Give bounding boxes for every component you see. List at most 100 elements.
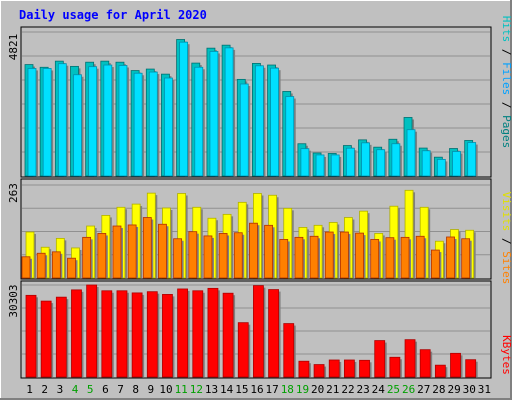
bar-files [300,148,311,177]
x-tick-label: 5 [87,383,94,396]
x-tick-label: 8 [132,383,139,396]
bar-kbytes [283,323,296,378]
x-tick-label: 18 [281,383,294,396]
bar-kbytes [434,364,448,378]
bar-files [345,147,357,177]
x-tick-label: 6 [102,383,109,396]
x-tick-label: 30 [463,383,476,396]
bar-files [57,63,69,177]
x-tick-label: 29 [447,383,460,396]
x-tick-label: 12 [190,383,203,396]
legend-kbytes: KBytes [500,335,512,375]
bar-kbytes [298,360,311,378]
bar-kbytes [313,364,327,378]
bar-files [436,159,448,177]
bar-sites [21,256,32,279]
bar-files [361,142,372,177]
x-tick-label: 1 [26,383,33,396]
y-tick-hits: 4821 [7,34,20,61]
chart-title: Daily usage for April 2020 [19,8,207,22]
bar-files [330,154,342,177]
legend-files: Files [500,62,512,95]
bar-sites [385,237,396,279]
bar-sites [127,224,139,279]
bar-files [421,150,433,177]
bar-sites [203,235,214,279]
bar-kbytes [404,339,418,378]
x-tick-label: 10 [159,383,172,396]
bar-files [164,77,175,177]
legend-hits: Hits [500,16,512,43]
bar-kbytes [177,288,190,378]
bar-sites [264,224,275,279]
bar-kbytes [253,285,266,378]
bar-kbytes [101,290,114,378]
bar-sites [309,235,321,279]
legend-sep-3: / [500,231,512,251]
bar-files [42,68,54,177]
bar-sites [36,252,48,279]
bar-sites [233,232,245,279]
x-tick-label: 28 [432,383,445,396]
bar-kbytes [162,294,175,378]
bar-files [452,151,463,177]
x-tick-label: 27 [417,383,430,396]
x-tick-label: 22 [341,383,354,396]
x-tick-label: 7 [117,383,124,396]
bar-kbytes [131,292,145,378]
bar-sites [446,236,457,279]
bar-files [133,72,145,177]
x-tick-label: 24 [372,383,386,396]
x-tick-label: 11 [175,383,188,396]
bar-files [27,68,38,177]
bar-files [467,142,478,177]
bar-sites [188,231,199,279]
bar-sites [173,238,184,279]
x-tick-label: 3 [57,383,64,396]
x-tick-label: 21 [326,383,339,396]
legend-sep-2: / [500,95,512,115]
bar-kbytes [389,356,402,378]
bar-kbytes [328,359,342,378]
bar-kbytes [40,300,54,378]
bar-files [391,143,402,177]
bar-files [406,129,418,177]
x-axis-labels: 1 2 3 4 5 6 7 8 9 10 11 12 13 14 15 16 17 18 19 20 21 22 23 24 2… [26,383,491,396]
legend-pages: Pages [500,115,512,148]
bar-kbytes [237,322,251,378]
bar-kbytes [146,291,160,378]
bar-sites [324,231,336,279]
bar-sites [400,236,412,279]
x-tick-label: 17 [266,383,279,396]
bar-files [73,74,84,177]
bar-files [209,51,220,177]
bar-files [103,64,114,177]
legend-sites-visits: Visits / Sites [500,192,512,285]
bar-files [224,47,236,177]
x-tick-label: 9 [148,383,155,396]
bar-files [270,67,281,177]
bar-sites [218,233,230,279]
bar-kbytes [450,352,463,378]
bar-sites [67,257,78,279]
bar-sites [142,217,154,279]
bar-files [239,83,251,177]
bar-kbytes [55,296,69,378]
x-tick-label: 15 [235,383,248,396]
bar-kbytes [71,289,84,378]
bar-kbytes [86,284,99,378]
bar-kbytes [116,290,129,378]
bar-kbytes [343,359,357,378]
bar-kbytes [419,349,433,378]
bar-files [285,96,296,177]
bar-kbytes [222,292,236,378]
bar-kbytes [207,287,220,378]
bar-sites [82,236,93,279]
bar-kbytes [25,294,38,378]
legend-visits: Visits [500,192,512,232]
bar-sites [415,235,427,279]
bar-sites [370,239,381,279]
bar-sites [112,225,123,279]
x-tick-label: 25 [387,383,400,396]
